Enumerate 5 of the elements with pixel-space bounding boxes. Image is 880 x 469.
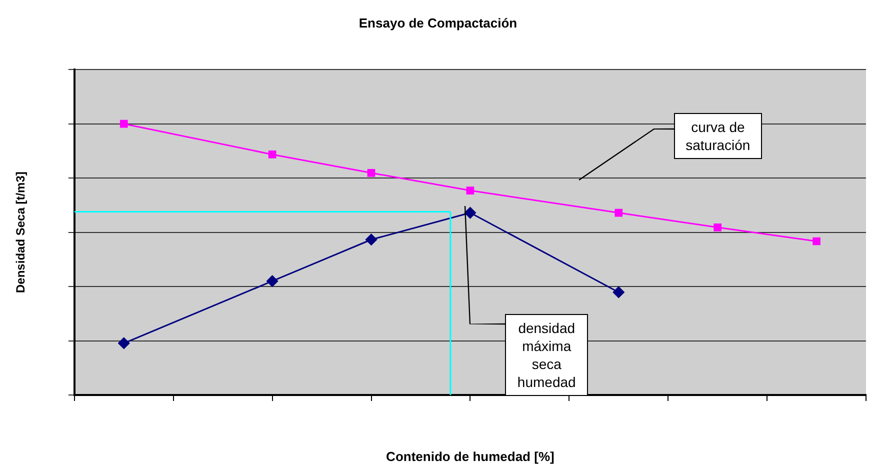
annotation: curva de saturación <box>686 119 750 154</box>
x-axis-title: Contenido de humedad [%] <box>386 448 554 464</box>
y-axis-title: Densidad Seca [t/m3] <box>14 172 28 293</box>
annotation: densidad máxima seca humedad <box>517 320 576 390</box>
chart-title: Ensayo de Compactación <box>358 15 518 30</box>
